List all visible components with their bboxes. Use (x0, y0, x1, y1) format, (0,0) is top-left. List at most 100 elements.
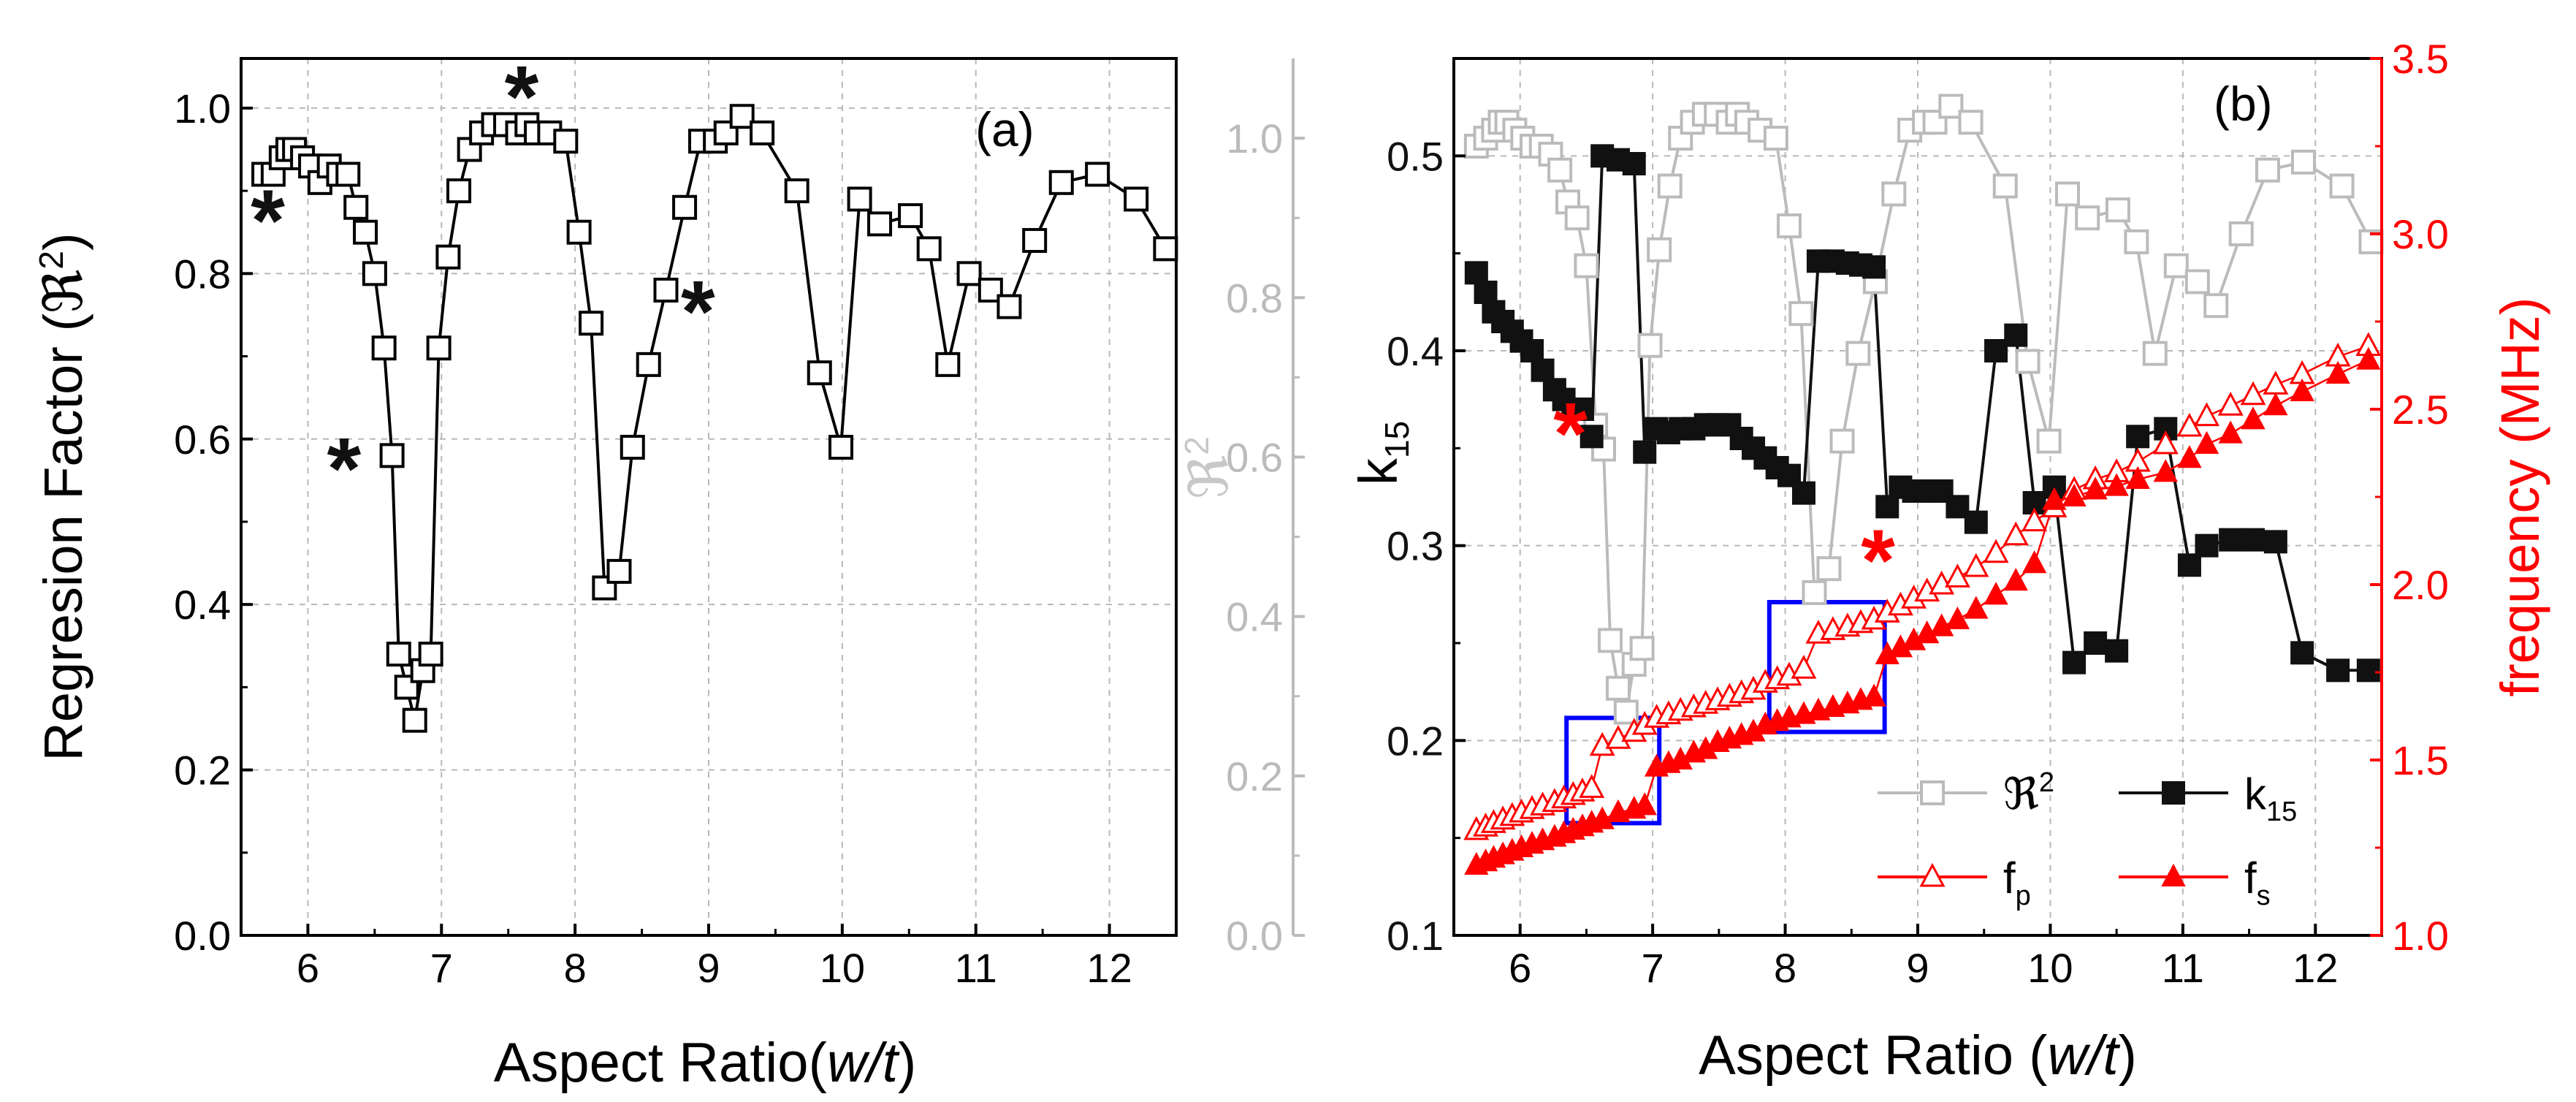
panel-b-point-k15 (1520, 339, 1544, 362)
panel-b-legend: ℜ2 k15 fp fs (1878, 767, 2297, 911)
panel-a-asterisks: * * * * (251, 48, 715, 517)
panel-a-point (435, 244, 461, 270)
panel-b-point-r2 (1564, 205, 1590, 231)
panel-b-point-fs (2356, 346, 2381, 370)
panel-b-asterisk: * (1861, 512, 1895, 609)
freq-ytick-label: 3.0 (2392, 211, 2449, 257)
panel-a-point (847, 186, 872, 212)
panel-b-point-fs (1945, 606, 1970, 629)
panel-b-point-fp (2021, 507, 2048, 532)
panel-b-point-r2 (2055, 181, 2081, 207)
panel-b-point-fp (1944, 563, 1970, 588)
panel-b-point-k15 (2219, 528, 2243, 552)
panel-b-point-fs (2042, 487, 2067, 510)
panel-b-point-fs (2194, 430, 2219, 454)
freq-ytick-label: 3.5 (2392, 36, 2449, 82)
panel-b-point-r2 (1788, 301, 1814, 327)
legend-marker-fs (2161, 863, 2186, 886)
panel-b-point-k15 (1579, 425, 1604, 449)
panel-a-ytick-label: 0.2 (174, 748, 231, 794)
panel-b-point-fp (1983, 539, 2009, 563)
panel-b-point-k15 (2263, 530, 2287, 554)
legend-label-k15: k15 (2244, 770, 2297, 827)
panel-b-point-r2 (1845, 341, 1871, 366)
panel-a-point (418, 642, 443, 667)
panel-a-asterisk: * (681, 263, 715, 361)
k15-ytick-label: 0.4 (1387, 328, 1444, 374)
panel-b-ticks: 6 7 8 9 10 11 12 0.1 0.2 0.3 0.4 0.5 0.0 0.2 0.4 0.6 0.8… (1226, 36, 2449, 991)
legend-label-fs: fs (2244, 854, 2271, 911)
panel-b-point-r2 (1922, 110, 1948, 135)
panel-a-xtick-label: 8 (564, 945, 587, 991)
panel-a-point (729, 104, 755, 129)
panel-b-point-k15 (2004, 323, 2028, 347)
panel-b-point-k15 (2290, 641, 2314, 665)
k15-axis-label: k15 (1348, 421, 1416, 485)
panel-b-point-r2 (2163, 253, 2189, 278)
panel-a-xtick-label: 10 (820, 945, 865, 991)
panel-a-point (1085, 162, 1110, 187)
panel-b-point-k15 (1622, 152, 1646, 175)
panel-a-point (402, 707, 427, 733)
r2-ytick-label: 0.2 (1226, 753, 1283, 799)
panel-b-markers (1463, 94, 2384, 875)
panel-b-point-k15 (1862, 255, 1886, 279)
panel-b-point-k15 (2062, 650, 2087, 674)
panel-b-xtick-label: 7 (1642, 945, 1664, 991)
legend-label-fp: fp (2003, 854, 2031, 911)
k15-ytick-label: 0.3 (1387, 523, 1444, 569)
panel-b-point-r2 (2203, 293, 2229, 319)
panel-b-point-fs (1984, 582, 2008, 605)
panel-a-point (1124, 186, 1149, 212)
panel-b-xtick-label: 12 (2293, 945, 2338, 991)
panel-b-point-k15 (1777, 463, 1802, 487)
panel-a-ylabel: Regresion Factor (ℜ2) (32, 232, 95, 761)
panel-b-point-r2 (1574, 253, 1599, 278)
panel-b-asterisks: ** (1553, 385, 1895, 609)
panel-b-point-fs (2325, 360, 2350, 384)
panel-a-xtick-label: 12 (1086, 945, 1132, 991)
k15-ytick-label: 0.1 (1387, 913, 1444, 959)
panel-b-point-r2 (2228, 221, 2254, 246)
panel-b-point-r2 (1829, 428, 1855, 454)
k15-ytick-label: 0.5 (1387, 133, 1444, 179)
panel-b-xtick-label: 6 (1509, 945, 1531, 991)
panel-a-point (362, 261, 387, 286)
panel-a-point (446, 178, 472, 204)
panel-b-point-fp (2003, 521, 2029, 546)
panel-b-point-fs (1590, 806, 1615, 829)
panel-b-point-k15 (2356, 658, 2380, 683)
panel-a-point (636, 352, 661, 377)
panel-a-point (1048, 170, 1074, 195)
panel-a-ytick-label: 0.8 (174, 251, 231, 297)
legend-label-r2: ℜ2 (2003, 767, 2054, 820)
r2-ytick-label: 0.6 (1226, 434, 1283, 480)
panel-b-point-fs (2177, 445, 2202, 468)
panel-b-point-fs (2104, 473, 2129, 496)
panel-b-point-r2 (1657, 173, 1683, 199)
panel-b-point-r2 (1992, 173, 2018, 199)
r2-axis-label: ℜ2 (1178, 436, 1241, 499)
highlight-box (1767, 600, 1887, 734)
panel-b-point-fp (2217, 392, 2244, 416)
panel-b-point-fs (1861, 683, 1886, 707)
panel-b-point-r2 (2075, 205, 2100, 231)
panel-a-point (386, 642, 411, 667)
freq-ytick-label: 2.0 (2392, 562, 2449, 608)
panel-a-point (935, 352, 961, 377)
panel-b-point-r2 (1613, 699, 1639, 725)
panel-a-point (426, 335, 451, 361)
panel-a-point (956, 261, 982, 286)
panel-a-point (579, 311, 604, 336)
panel-a-point (553, 129, 579, 154)
panel-b-point-r2 (2329, 173, 2355, 199)
panel-b-point-k15 (1570, 398, 1594, 421)
panel-b-point-r2 (2184, 269, 2210, 294)
panel-b-point-k15 (2126, 425, 2150, 449)
panel-b-point-k15 (1791, 481, 1815, 505)
panel-b-point-k15 (2241, 528, 2266, 552)
panel-a-ticks: 6 7 8 9 10 11 12 0.0 0.2 0.4 0.6 0.8 1.0 (174, 86, 1132, 991)
panel-b-point-k15 (2177, 553, 2201, 577)
panel-b-point-fp (1963, 552, 1989, 577)
panel-a-ytick-label: 0.6 (174, 417, 231, 463)
